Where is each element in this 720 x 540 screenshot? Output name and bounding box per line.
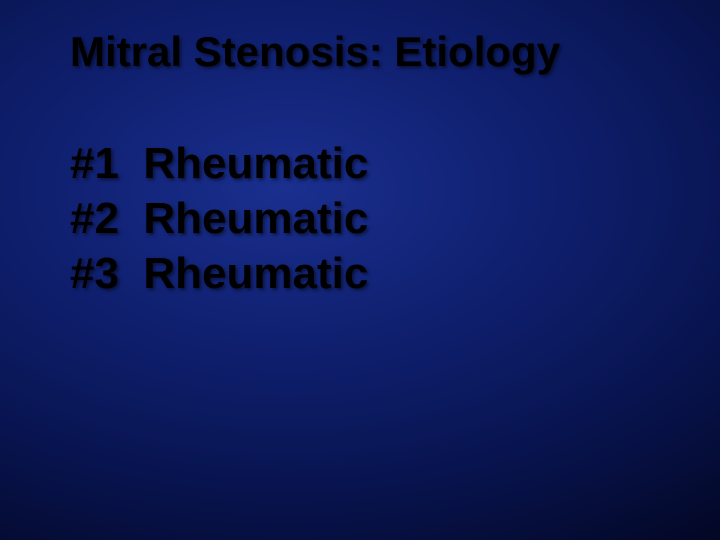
list-text: Rheumatic	[143, 194, 368, 243]
slide-title: Mitral Stenosis: Etiology	[70, 28, 670, 76]
slide: Mitral Stenosis: Etiology #1 Rheumatic #…	[0, 0, 720, 540]
list-rank: #2	[70, 191, 119, 246]
list-item: #3 Rheumatic	[70, 246, 670, 301]
list-rank: #3	[70, 246, 119, 301]
list-item: #2 Rheumatic	[70, 191, 670, 246]
list-text: Rheumatic	[143, 249, 368, 298]
list-rank: #1	[70, 136, 119, 191]
list-item: #1 Rheumatic	[70, 136, 670, 191]
list-text: Rheumatic	[143, 139, 368, 188]
etiology-list: #1 Rheumatic #2 Rheumatic #3 Rheumatic	[70, 136, 670, 301]
